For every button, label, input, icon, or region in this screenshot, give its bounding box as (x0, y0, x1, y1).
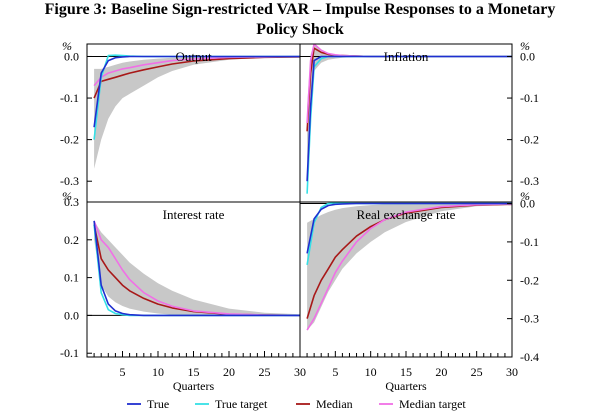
x-tick-label: 30 (506, 365, 518, 379)
panel-title: Interest rate (163, 207, 225, 222)
y-tick-label: 0.3 (64, 195, 79, 209)
panel-interest-rate: Interest rate 0.3 0.2 0.1 0.0 -0.1% 5 10 15 20 25 3… (60, 189, 306, 393)
confidence-band-interest-rate (94, 220, 300, 316)
series-line-true (93, 55, 300, 128)
y-tick-label: -0.3 (520, 312, 539, 326)
panel-output: Output 0.0 -0.1 -0.2 -0.3% (60, 39, 301, 203)
x-tick-label: 30 (294, 365, 306, 379)
series-line-true-target (306, 55, 512, 194)
y-tick-label: -0.1 (60, 91, 79, 105)
panel-title: Output (175, 49, 212, 64)
panel-real-exchange-rate: Real exchange rate 0.0 -0.1 -0.2 -0.3 -0.4% 5 1… (299, 189, 539, 393)
y-tick-label: -0.3 (520, 174, 539, 188)
x-axis-label: Quarters (385, 379, 427, 393)
panel-inflation: Inflation 0.0 -0.1 -0.2 -0.3% (299, 39, 539, 203)
legend-label: Median (316, 397, 353, 411)
series-line-true (306, 202, 512, 254)
series-line-median-target (93, 220, 300, 317)
y-tick-label: -0.3 (60, 174, 79, 188)
y-tick-label: 0.0 (520, 49, 535, 63)
x-tick-label: 5 (120, 365, 126, 379)
y-tick-label: -0.2 (60, 133, 79, 147)
y-tick-label: 0.0 (64, 308, 79, 322)
panel-frame (299, 43, 513, 203)
chart-legend: True True target Median Median target (127, 397, 466, 411)
series-line-median-target (306, 203, 512, 331)
y-tick-label: -0.4 (520, 350, 539, 364)
x-axis-label: Quarters (173, 379, 215, 393)
x-tick-label: 25 (471, 365, 483, 379)
figure-title-line-1: Figure 3: Baseline Sign-restricted VAR –… (44, 1, 556, 18)
series-line-true (93, 220, 300, 317)
figure-title-line-2: Policy Shock (256, 21, 344, 38)
legend-label: Median target (399, 397, 466, 411)
y-tick-label: -0.1 (520, 235, 539, 249)
y-tick-label: -0.1 (60, 346, 79, 360)
x-tick-label: 20 (435, 365, 447, 379)
legend-label: True (147, 397, 169, 411)
unit-label: % (62, 39, 72, 53)
chart-panels: Output 0.0 -0.1 -0.2 -0.3% Inflation 0.0 -0.1 -0… (60, 39, 539, 393)
legend-item-true: True (127, 397, 169, 411)
legend-label: True target (215, 397, 268, 411)
unit-label: % (520, 39, 530, 53)
series-line-median (93, 56, 300, 99)
y-tick-label: 0.1 (64, 271, 79, 285)
legend-item-median-target: Median target (379, 397, 466, 411)
confidence-band-real-exchange-rate (307, 203, 512, 331)
x-tick-label: 25 (259, 365, 271, 379)
unit-label: % (520, 189, 530, 203)
y-tick-label: 0.0 (64, 49, 79, 63)
panel-title: Inflation (384, 49, 429, 64)
y-tick-label: -0.1 (520, 91, 539, 105)
legend-item-true-target: True target (195, 397, 268, 411)
y-tick-label: 0.0 (520, 197, 535, 211)
x-tick-label: 5 (332, 365, 338, 379)
x-tick-label: 15 (400, 365, 412, 379)
x-tick-label: 10 (152, 365, 164, 379)
x-tick-label: 15 (188, 365, 200, 379)
series-line-true (306, 55, 512, 182)
panel-title: Real exchange rate (357, 207, 456, 222)
y-tick-label: -0.2 (520, 273, 539, 287)
y-tick-label: -0.2 (520, 133, 539, 147)
y-tick-label: 0.2 (64, 233, 79, 247)
legend-item-median: Median (296, 397, 353, 411)
confidence-band-output (94, 56, 300, 169)
unit-label: % (62, 189, 72, 203)
x-tick-label: 10 (365, 365, 377, 379)
x-tick-label: 20 (223, 365, 235, 379)
